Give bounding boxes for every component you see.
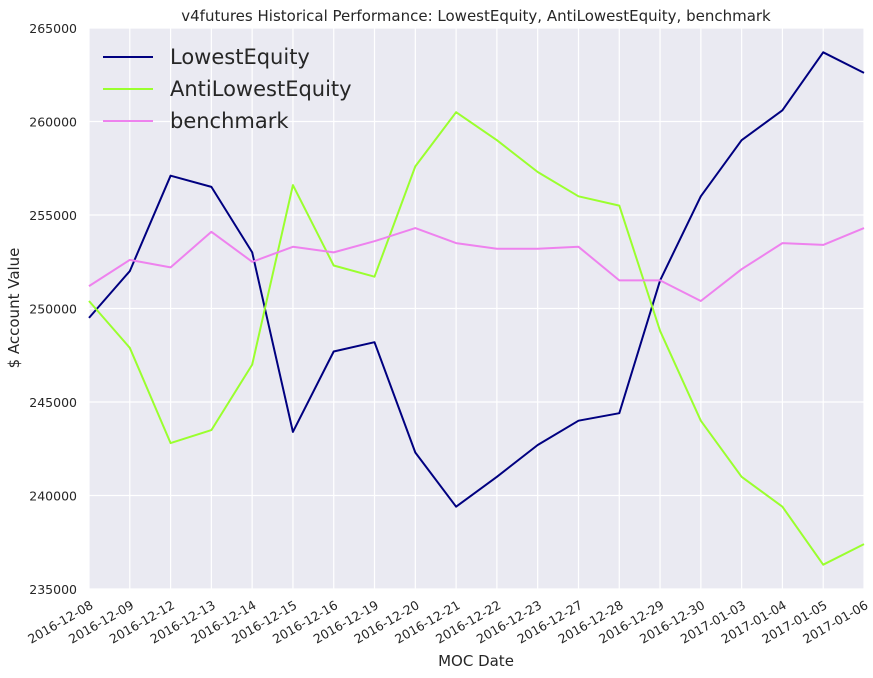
- y-tick-labels: 235000 240000 245000 250000 255000 260000 2650…: [29, 21, 77, 597]
- y-axis-label: $ Account Value: [5, 248, 23, 369]
- legend: LowestEquity AntiLowestEquity benchmark: [103, 45, 352, 133]
- y-tick-label: 255000: [29, 208, 77, 223]
- y-tick-label: 250000: [29, 302, 77, 317]
- x-tick-labels: 2016-12-082016-12-092016-12-122016-12-13…: [25, 597, 870, 646]
- series-line-LowestEquity: [88, 51, 865, 508]
- chart-title: v4futures Historical Performance: Lowest…: [181, 7, 771, 25]
- series-line-AntiLowestEquity: [88, 111, 865, 566]
- y-tick-label: 260000: [29, 115, 77, 130]
- y-tick-label: 235000: [29, 582, 77, 597]
- y-tick-label: 240000: [29, 489, 77, 504]
- series-line-benchmark: [88, 227, 865, 302]
- x-axis-label: MOC Date: [438, 652, 514, 670]
- series-lines: [88, 51, 865, 566]
- legend-label: AntiLowestEquity: [170, 77, 352, 101]
- y-tick-label: 265000: [29, 21, 77, 36]
- legend-label: benchmark: [170, 109, 289, 133]
- y-tick-label: 245000: [29, 395, 77, 410]
- legend-label: LowestEquity: [170, 45, 310, 69]
